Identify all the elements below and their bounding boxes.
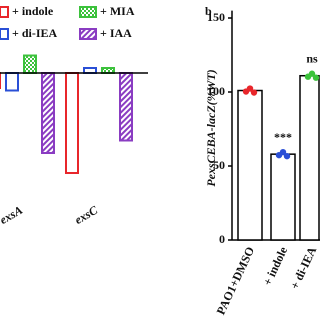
panel-label: b xyxy=(205,4,212,18)
legend-swatch xyxy=(0,28,9,40)
bar xyxy=(119,72,133,142)
replicate-dot xyxy=(246,85,254,92)
bar xyxy=(299,74,320,241)
significance-label: *** xyxy=(274,130,292,144)
legend-swatch xyxy=(79,6,97,18)
legend-swatch xyxy=(79,28,97,40)
replicate-dot xyxy=(250,89,258,96)
replicate-dot xyxy=(283,152,291,160)
y-tick-label: 50 xyxy=(213,158,225,172)
legend-swatch xyxy=(0,6,9,18)
replicate-dot xyxy=(312,74,320,81)
bar xyxy=(23,54,37,74)
x-tick-label: + indole xyxy=(260,244,290,288)
x-tick-label: exsA xyxy=(0,203,25,227)
bar xyxy=(41,72,55,154)
x-tick-label: + di-IEA xyxy=(287,244,319,291)
y-tick-label: 0 xyxy=(219,232,225,246)
bar xyxy=(270,153,296,241)
significance-label: ns xyxy=(306,51,318,65)
x-tick-label: exsC xyxy=(72,202,101,227)
replicate-dot xyxy=(308,70,316,77)
bar xyxy=(237,89,263,241)
legend-label: + IAA xyxy=(100,26,132,40)
x-tick-label: PAO1+DMSO xyxy=(214,245,258,317)
bar xyxy=(65,72,79,174)
replicate-dot xyxy=(279,148,287,156)
legend-label: + MIA xyxy=(100,4,135,18)
y-tick-label: 150 xyxy=(207,10,225,24)
bar xyxy=(5,72,19,92)
legend-label: + indole xyxy=(12,4,54,18)
legend-label: + di-IEA xyxy=(12,26,58,40)
y-tick-label: 100 xyxy=(207,84,225,98)
y-axis-label: PexsCEBA-lacZ(%WT) xyxy=(204,69,218,186)
